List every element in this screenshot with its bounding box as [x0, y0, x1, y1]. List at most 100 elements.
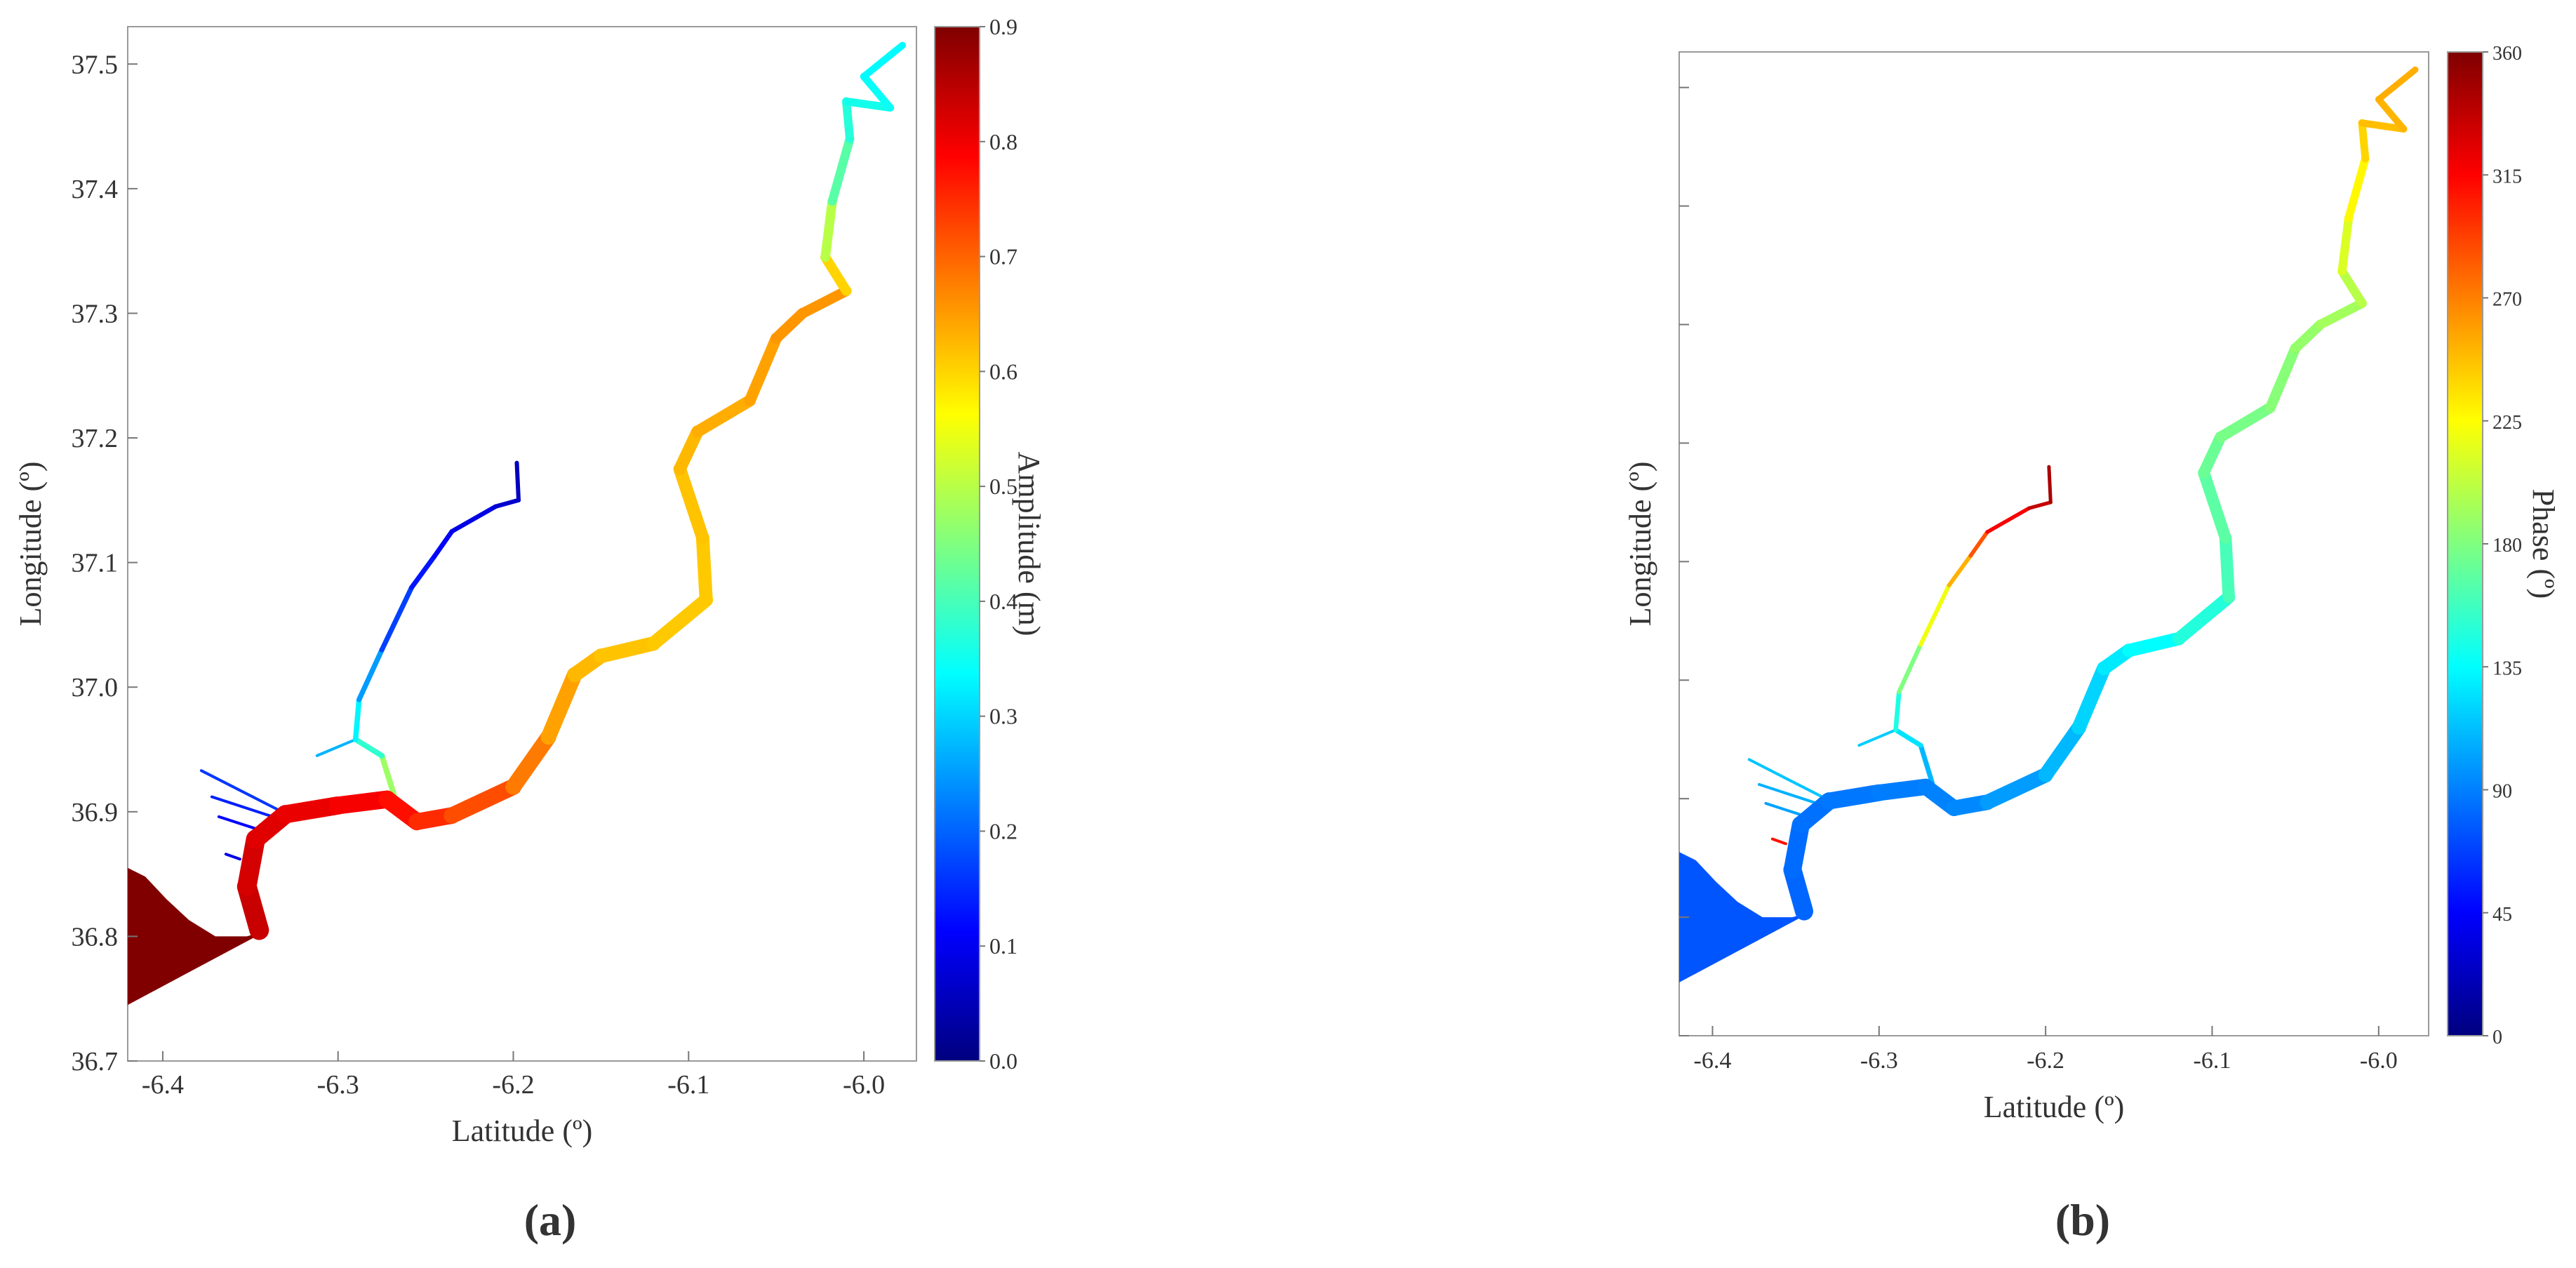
main-channel-segment [594, 636, 661, 663]
side-channel-segment [217, 815, 259, 831]
tributary-segment [379, 752, 397, 799]
main-channel-segment [646, 593, 714, 650]
main-channel-segment [842, 97, 855, 143]
main-channel-segment [2198, 431, 2227, 479]
colorbar-tick-label: 270 [2492, 289, 2522, 311]
x-tick-label: -6.4 [1694, 1048, 1732, 1074]
main-channel-segment [1820, 784, 1888, 810]
estuary-layer [1679, 66, 2419, 982]
colorbar-tick-label: 0 [2492, 1027, 2502, 1048]
side-channel-segment [224, 853, 241, 861]
x-axis-label: Latitude (º) [452, 1114, 593, 1148]
colorbar-tick-label: 180 [2492, 535, 2522, 556]
main-channel-segment [2071, 661, 2111, 735]
tributary-segment [1918, 583, 1951, 647]
main-channel-segment [673, 462, 709, 545]
main-channel-segment [797, 286, 852, 319]
colorbar-tick-label: 360 [2492, 43, 2522, 65]
colorbar-tick-label: 0.7 [989, 244, 1017, 269]
side-channel-segment [1770, 837, 1787, 846]
colorbar-tick-label: 0.6 [989, 359, 1017, 384]
tributary-segment [493, 498, 521, 509]
main-channel-segment [2358, 119, 2370, 163]
main-channel-segment [2172, 590, 2236, 646]
y-axis-label: Longitude (º) [1623, 462, 1657, 627]
main-channel-segment [860, 72, 894, 112]
y-ticks: 36.7 36.8 36.9 37.0 37.1 37.2 37.3 37.4 37.5 [72, 50, 138, 1076]
x-ticks: -6.4 -6.3 -6.2 -6.1 -6.0 [142, 1051, 885, 1100]
side-channel-segment [315, 738, 357, 757]
side-channel-segment [199, 769, 283, 813]
colorbar-tick-label: 0.5 [989, 474, 1017, 499]
colorbar-tick-label: 90 [2492, 781, 2512, 803]
main-channel-segment [2375, 66, 2419, 103]
colorbar-tick-label: 0.1 [989, 933, 1017, 959]
main-channel-segment [673, 425, 704, 476]
tributary-segment [1897, 642, 1923, 695]
main-channel-segment [820, 252, 852, 296]
river-mouth [1679, 852, 1813, 982]
x-tick-label: -6.0 [2360, 1048, 2398, 1074]
colorbar-label: Amplitude (m) [1012, 452, 1046, 636]
estuary-layer [128, 41, 906, 1006]
x-tick-label: -6.4 [142, 1070, 184, 1100]
panel-b: -6.4 -6.3 -6.2 -6.1 -6.0 Latitude (º) Longit… [1623, 43, 2561, 1245]
panel-a: -6.4 -6.3 -6.2 -6.1 -6.0 36.7 36.8 36.9 37.0 37.… [13, 14, 1046, 1245]
main-channel-segment [443, 778, 522, 824]
y-tick-label: 37.5 [72, 50, 119, 79]
y-tick-label: 36.8 [72, 922, 119, 952]
side-channel-segment [1857, 728, 1897, 747]
tributary-segment [1893, 689, 1902, 733]
main-channel-segment [2198, 467, 2231, 544]
main-channel-segment [744, 332, 782, 406]
main-channel-segment [2315, 298, 2367, 330]
side-channel-segment [210, 795, 279, 820]
y-ticks [1679, 86, 1689, 1036]
tributary-segment [409, 554, 437, 590]
tributary-segment [1893, 727, 1923, 748]
main-channel-segment [860, 41, 906, 80]
colorbar-tick-label: 225 [2492, 412, 2522, 434]
colorbar-tick-label: 315 [2492, 166, 2522, 187]
y-tick-label: 37.3 [72, 299, 119, 328]
main-channel-segment [1980, 767, 2053, 810]
panel-label-b: (b) [2055, 1195, 2110, 1245]
main-channel-segment [2358, 119, 2408, 133]
main-channel-segment [2038, 720, 2087, 782]
y-tick-label: 36.9 [72, 798, 119, 827]
main-channel-segment [276, 796, 347, 824]
main-channel-segment [505, 729, 556, 795]
tributary-segment [356, 647, 385, 702]
tributary-segment [514, 460, 521, 502]
x-tick-label: -6.2 [2027, 1048, 2064, 1074]
colorbar [934, 26, 980, 1062]
colorbar-tick-label: 0.4 [989, 589, 1017, 614]
main-channel-segment [695, 530, 713, 607]
tributary-segment [379, 585, 415, 653]
river-mouth [128, 867, 268, 1006]
colorbar-ticks: 0.0 0.1 0.2 0.3 0.4 0.5 0.6 0.7 0.8 0.9 [980, 14, 1017, 1074]
x-tick-label: -6.2 [492, 1070, 534, 1100]
tributary-segment [1918, 742, 1935, 786]
plot-area [127, 26, 917, 1062]
x-tick-label: -6.3 [1860, 1048, 1898, 1074]
colorbar-tick-label: 135 [2492, 658, 2522, 679]
colorbar-tick-label: 45 [2492, 904, 2512, 926]
colorbar-tick-label: 0.3 [989, 704, 1017, 729]
plot-area [1679, 51, 2429, 1036]
tributary-segment [352, 697, 362, 742]
x-tick-label: -6.1 [2194, 1048, 2231, 1074]
main-channel-segment [2375, 95, 2408, 133]
colorbar-tick-label: 0.9 [989, 14, 1017, 39]
main-channel-segment [2219, 531, 2235, 603]
main-channel-segment [2265, 342, 2301, 413]
main-channel-segment [820, 196, 837, 262]
x-tick-label: -6.0 [843, 1070, 885, 1100]
y-tick-label: 37.2 [72, 424, 119, 453]
tributary-segment [432, 528, 455, 559]
tributary-segment [1968, 530, 1989, 558]
main-channel-segment [770, 307, 808, 344]
colorbar [2447, 51, 2483, 1036]
tributary-segment [352, 736, 385, 759]
